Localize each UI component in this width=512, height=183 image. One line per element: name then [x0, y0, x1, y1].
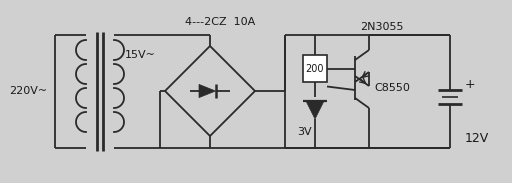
Polygon shape [199, 84, 216, 98]
Text: 3V: 3V [297, 127, 312, 137]
Text: 4---2CZ  10A: 4---2CZ 10A [185, 17, 255, 27]
Polygon shape [306, 101, 324, 119]
Text: 15V~: 15V~ [124, 50, 156, 60]
Text: C8550: C8550 [374, 83, 410, 93]
Text: 220V~: 220V~ [9, 86, 47, 96]
Bar [303, 55, 327, 82]
Text: +: + [465, 79, 476, 92]
Text: 200: 200 [306, 64, 324, 74]
Text: 12V: 12V [465, 132, 489, 145]
Text: 2N3055: 2N3055 [360, 22, 403, 32]
